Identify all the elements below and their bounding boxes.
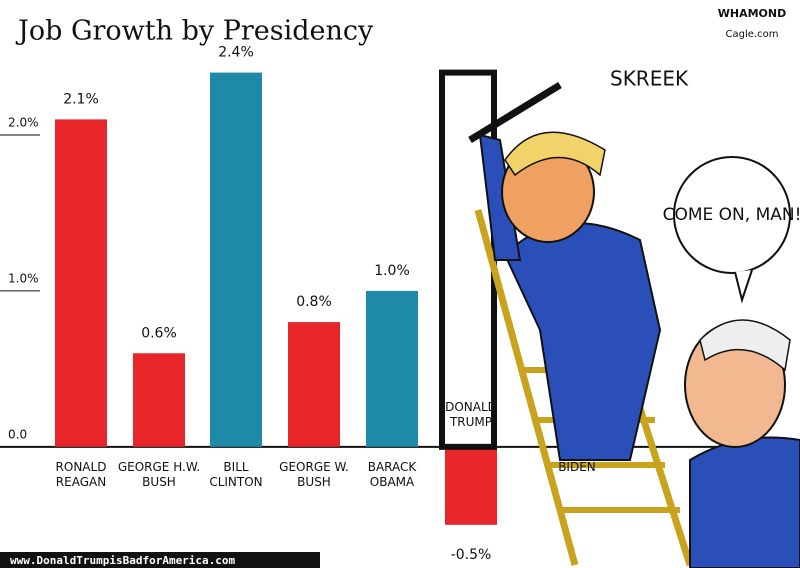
bar <box>210 72 262 447</box>
x-tick-label: GEORGE H.W. BUSH <box>118 459 200 488</box>
speech-text: COME ON, MAN! <box>663 205 800 225</box>
speech-tail <box>734 269 753 304</box>
x-tick-label: DONALD TRUMP <box>445 399 497 428</box>
value-label: 1.0% <box>374 263 410 279</box>
biden-hair <box>699 319 791 372</box>
cartoon <box>468 82 800 568</box>
bar <box>133 353 185 447</box>
value-label: 2.4% <box>218 45 254 61</box>
arm <box>478 133 522 261</box>
sound-effect: SKREEK <box>610 67 689 91</box>
x-tick-label: BIDEN <box>558 459 596 473</box>
chart-title: Job Growth by Presidency <box>15 16 374 47</box>
signature-site: Cagle.com <box>726 29 779 40</box>
y-tick-label: 2.0% <box>8 115 39 129</box>
speech-bubble <box>673 156 791 274</box>
value-label: 0.6% <box>141 325 177 341</box>
value-label: 2.1% <box>63 91 99 107</box>
biden-suit <box>689 436 800 568</box>
hair <box>504 131 606 177</box>
x-tick-label: BARACK OBAMA <box>368 459 418 488</box>
footer-bar <box>0 552 320 568</box>
bar <box>55 119 107 447</box>
y-tick-label: 1.0% <box>8 271 39 285</box>
x-tick-label: BILL CLINTON <box>209 459 262 488</box>
value-label: -0.5% <box>451 547 492 563</box>
x-tick-label: RONALD REAGAN <box>56 459 107 488</box>
y-tick-label: 0.0 <box>8 427 27 441</box>
ladder-rail <box>474 209 579 566</box>
marker <box>468 82 562 143</box>
footer-url: www.DonaldTrumpisBadforAmerica.com <box>10 554 236 567</box>
signature: WHAMOND <box>718 7 787 20</box>
suit <box>503 222 662 461</box>
bar <box>445 446 497 525</box>
value-label: 0.8% <box>296 294 332 310</box>
x-tick-label: GEORGE W. BUSH <box>279 459 349 488</box>
bar <box>366 290 418 447</box>
bar <box>288 322 340 447</box>
